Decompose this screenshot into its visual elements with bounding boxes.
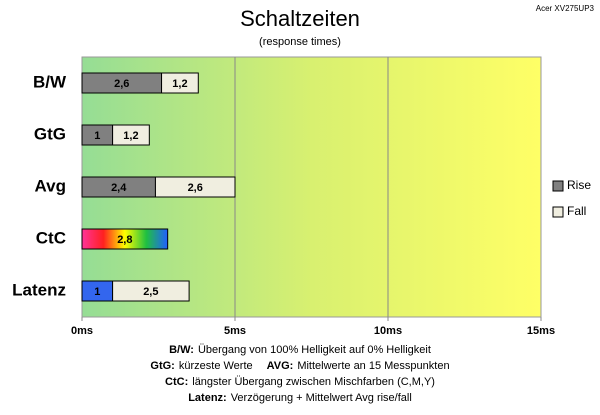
value-label: 2,4 (111, 182, 127, 194)
y-tick-label: Avg (35, 176, 67, 195)
footnote-text: kürzeste Werte (179, 360, 253, 372)
bar-segment (154, 176, 236, 198)
footnote-term: B/W: (169, 344, 194, 356)
footnote-text: Übergang von 100% Helligkeit auf 0% Hell… (198, 344, 431, 356)
footnote: B/W: Übergang von 100% Helligkeit auf 0% … (169, 344, 431, 356)
bar-segment (112, 124, 150, 146)
footnote-text: Mittelwerte an 15 Messpunkten (297, 360, 449, 372)
value-label: 1 (94, 130, 100, 142)
value-label: 2,5 (143, 286, 158, 298)
legend-label: Fall (567, 204, 586, 218)
chart-title: Schaltzeiten (240, 6, 360, 31)
footnote: GtG: kürzeste Werte AVG: Mittelwerte an 15 … (150, 360, 449, 372)
chart-subtitle: (response times) (259, 36, 341, 48)
value-label: 2,8 (117, 234, 132, 246)
y-tick-label: Latenz (12, 280, 66, 299)
footnote-term: AVG: (267, 360, 294, 372)
legend-label: Rise (567, 178, 591, 192)
footnote-term: GtG: (150, 360, 174, 372)
bar-segment (112, 280, 190, 302)
bar-segment (161, 72, 199, 94)
x-tick-label: 5ms (224, 325, 246, 337)
legend-swatch (552, 206, 564, 218)
y-tick-label: GtG (34, 124, 66, 143)
value-label: 1,2 (172, 78, 187, 90)
x-tick-label: 15ms (527, 325, 555, 337)
value-label: 2,6 (188, 182, 203, 194)
footnote-term: Latenz: (188, 392, 227, 404)
bar (81, 228, 169, 250)
y-tick-label: B/W (33, 72, 67, 91)
x-tick-label: 10ms (374, 325, 402, 337)
value-label: 1 (94, 286, 100, 298)
corner-label: Acer XV275UP3 (536, 4, 595, 13)
y-tick-label: CtC (36, 228, 66, 247)
footnote: Latenz: Verzögerung + Mittelwert Avg rise… (188, 392, 412, 404)
x-tick-label: 0ms (71, 325, 93, 337)
footnote-text: Verzögerung + Mittelwert Avg rise/fall (231, 392, 412, 404)
value-label: 1,2 (123, 130, 138, 142)
value-label: 2,6 (114, 78, 129, 90)
legend-swatch (552, 180, 564, 192)
footnote: CtC: längster Übergang zwischen Mischfarb… (165, 376, 435, 388)
footnote-text: längster Übergang zwischen Mischfarben (… (192, 376, 435, 388)
footnote-term: CtC: (165, 376, 188, 388)
